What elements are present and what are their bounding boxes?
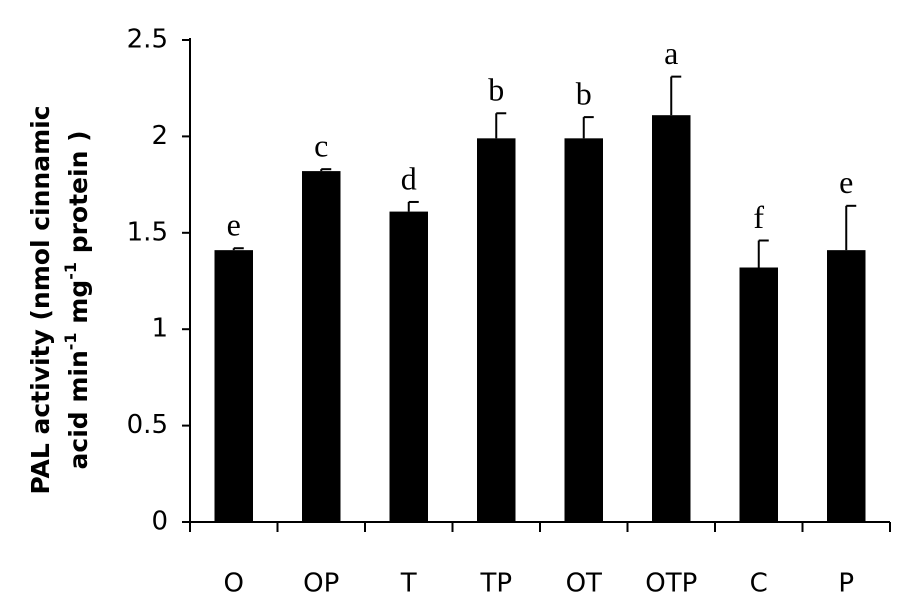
- significance-letter: b: [488, 72, 504, 108]
- significance-letter: e: [227, 207, 241, 243]
- y-tick-label: 2: [151, 121, 168, 151]
- bar: [477, 138, 516, 522]
- significance-letter: f: [753, 199, 764, 235]
- x-tick-label: O: [224, 569, 244, 599]
- y-tick-label: 1.5: [127, 217, 168, 247]
- bar: [564, 138, 603, 522]
- x-tick-label: T: [400, 569, 417, 599]
- y-tick-label: 2.5: [127, 25, 168, 55]
- significance-letter: b: [576, 75, 592, 111]
- y-axis-label: acid min-1 mg-1 protein ): [61, 130, 94, 469]
- bar: [827, 250, 866, 523]
- y-axis-label-part: acid min: [64, 350, 93, 469]
- y-axis-label-part: mg: [64, 280, 93, 333]
- x-tick-label: C: [750, 569, 768, 599]
- bar: [739, 267, 778, 522]
- x-tick-label: TP: [479, 569, 512, 599]
- y-axis-label-sup: -1: [61, 332, 80, 350]
- y-axis-label: PAL activity (nmol cinnamic: [26, 105, 55, 494]
- y-tick-label: 0: [151, 507, 168, 537]
- x-tick-label: OP: [303, 569, 339, 599]
- significance-letter: d: [401, 160, 417, 196]
- significance-letter: e: [839, 164, 853, 200]
- x-tick-label: OT: [566, 569, 602, 599]
- bar: [389, 211, 428, 523]
- y-axis-label-sup: -1: [61, 262, 80, 280]
- bar: [652, 115, 691, 522]
- x-tick-label: OTP: [645, 569, 697, 599]
- y-tick-label: 1: [151, 314, 168, 344]
- bar: [214, 250, 253, 523]
- y-tick-label: 0.5: [127, 410, 168, 440]
- y-axis-label-part: protein ): [64, 130, 93, 262]
- significance-letter: c: [314, 128, 328, 164]
- significance-letter: a: [664, 35, 678, 71]
- x-tick-label: P: [838, 569, 854, 599]
- bar: [302, 171, 341, 522]
